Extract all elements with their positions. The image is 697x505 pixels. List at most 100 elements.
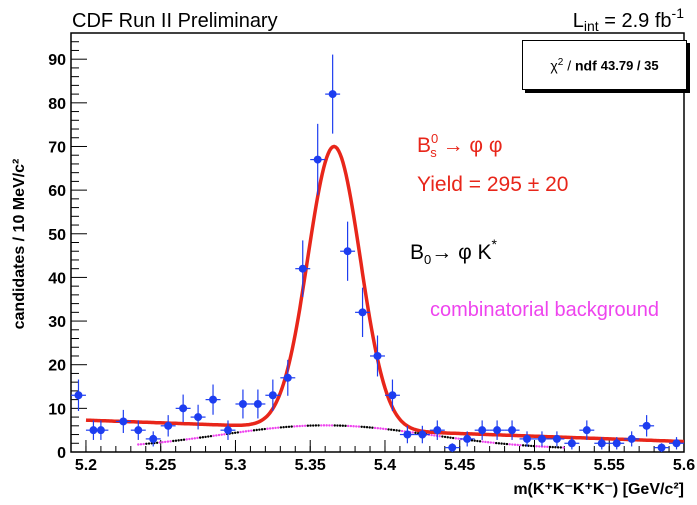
component-dot (443, 435, 447, 439)
signal-decay-label: B0 s → φ φ (417, 131, 503, 160)
data-point (190, 404, 206, 430)
data-point (549, 431, 565, 447)
fit-curve (85, 144, 684, 444)
component-dot (247, 429, 250, 433)
component-dot (511, 443, 514, 446)
component-dot (298, 424, 301, 428)
data-point (654, 443, 670, 452)
component-dot (521, 444, 525, 447)
component-dot (451, 436, 455, 440)
component-dot (481, 440, 484, 443)
data-point (145, 431, 161, 447)
data-point (340, 221, 356, 281)
component-dot (414, 431, 417, 435)
component-dot (282, 425, 285, 429)
component-dot (174, 439, 178, 442)
component-dot (384, 427, 388, 431)
b0-decay-label: B0→ φ K* (410, 236, 498, 267)
component-dot (341, 424, 345, 427)
component-dot (204, 435, 207, 439)
component-dot (392, 428, 396, 432)
component-dot (379, 427, 382, 430)
component-dot (196, 436, 199, 440)
component-dot (268, 427, 272, 430)
data-point (384, 379, 400, 411)
component-dot (540, 445, 544, 448)
data-point (624, 431, 640, 447)
component-dot (529, 444, 533, 448)
component-dot (344, 424, 347, 428)
component-dot (363, 425, 366, 429)
component-dot (209, 434, 213, 438)
component-dot (535, 445, 538, 448)
component-dot (371, 426, 374, 429)
component-dot (400, 429, 404, 433)
data-point (115, 409, 131, 433)
component-dot (320, 424, 323, 427)
data-point (355, 287, 371, 338)
component-dot (376, 427, 379, 430)
component-dot (330, 424, 334, 427)
data-point (265, 379, 281, 411)
component-dot (486, 441, 490, 444)
component-dot (446, 436, 449, 439)
x-tick-label: 5.5 (523, 457, 545, 474)
component-dot (360, 425, 363, 428)
component-dot (274, 426, 277, 430)
component-dot (142, 442, 145, 446)
component-dot (303, 424, 307, 428)
component-dot (349, 424, 353, 428)
component-dot (328, 424, 331, 427)
component-dot (314, 424, 318, 427)
component-dot (306, 424, 310, 427)
component-dot (519, 443, 522, 447)
data-point (444, 443, 460, 452)
data-point (295, 240, 311, 297)
component-dot (395, 429, 398, 432)
y-tick-label: 10 (48, 401, 66, 418)
combinatorial-background-label: combinatorial background (430, 299, 659, 321)
component-dot (188, 437, 191, 441)
component-dot (193, 437, 196, 440)
data-point (414, 425, 430, 444)
component-dot (556, 446, 560, 449)
data-point (594, 437, 610, 450)
x-tick-label: 5.6 (673, 457, 695, 474)
component-dot (285, 425, 288, 429)
data-point (280, 359, 296, 396)
component-dot (177, 439, 180, 442)
y-tick-label: 20 (48, 358, 66, 375)
component-dot (236, 431, 240, 434)
component-dot (312, 424, 315, 427)
data-point (250, 389, 266, 419)
component-dot (309, 424, 312, 427)
data-point (429, 420, 445, 440)
experiment-label: CDF Run II Preliminary (72, 10, 278, 32)
component-dot (473, 439, 476, 442)
component-dot (513, 443, 517, 446)
data-point (310, 123, 326, 196)
component-dot (190, 437, 194, 440)
component-dot (185, 438, 188, 441)
component-dot (398, 429, 401, 432)
component-dot (255, 428, 258, 432)
component-dot (325, 424, 328, 427)
component-dot (387, 428, 390, 431)
data-point (93, 420, 109, 440)
component-dot (505, 442, 509, 446)
fit-statistics-box: χ2 / ndf 43.79 / 35 (522, 40, 687, 90)
data-point (564, 437, 580, 450)
component-dot (231, 431, 234, 435)
signal-yield-label: Yield = 295 ± 20 (417, 173, 568, 196)
data-point (325, 54, 341, 134)
component-dot (368, 426, 371, 429)
component-dot (271, 426, 275, 430)
component-dot (137, 443, 140, 446)
component-dot (390, 428, 393, 431)
component-dot (489, 441, 493, 444)
component-dot (295, 425, 299, 428)
component-dot (411, 431, 414, 434)
x-tick-label: 5.35 (295, 457, 326, 474)
x-axis-label: m(K⁺K⁻K⁺K⁻) [GeV/c²] (513, 481, 684, 498)
